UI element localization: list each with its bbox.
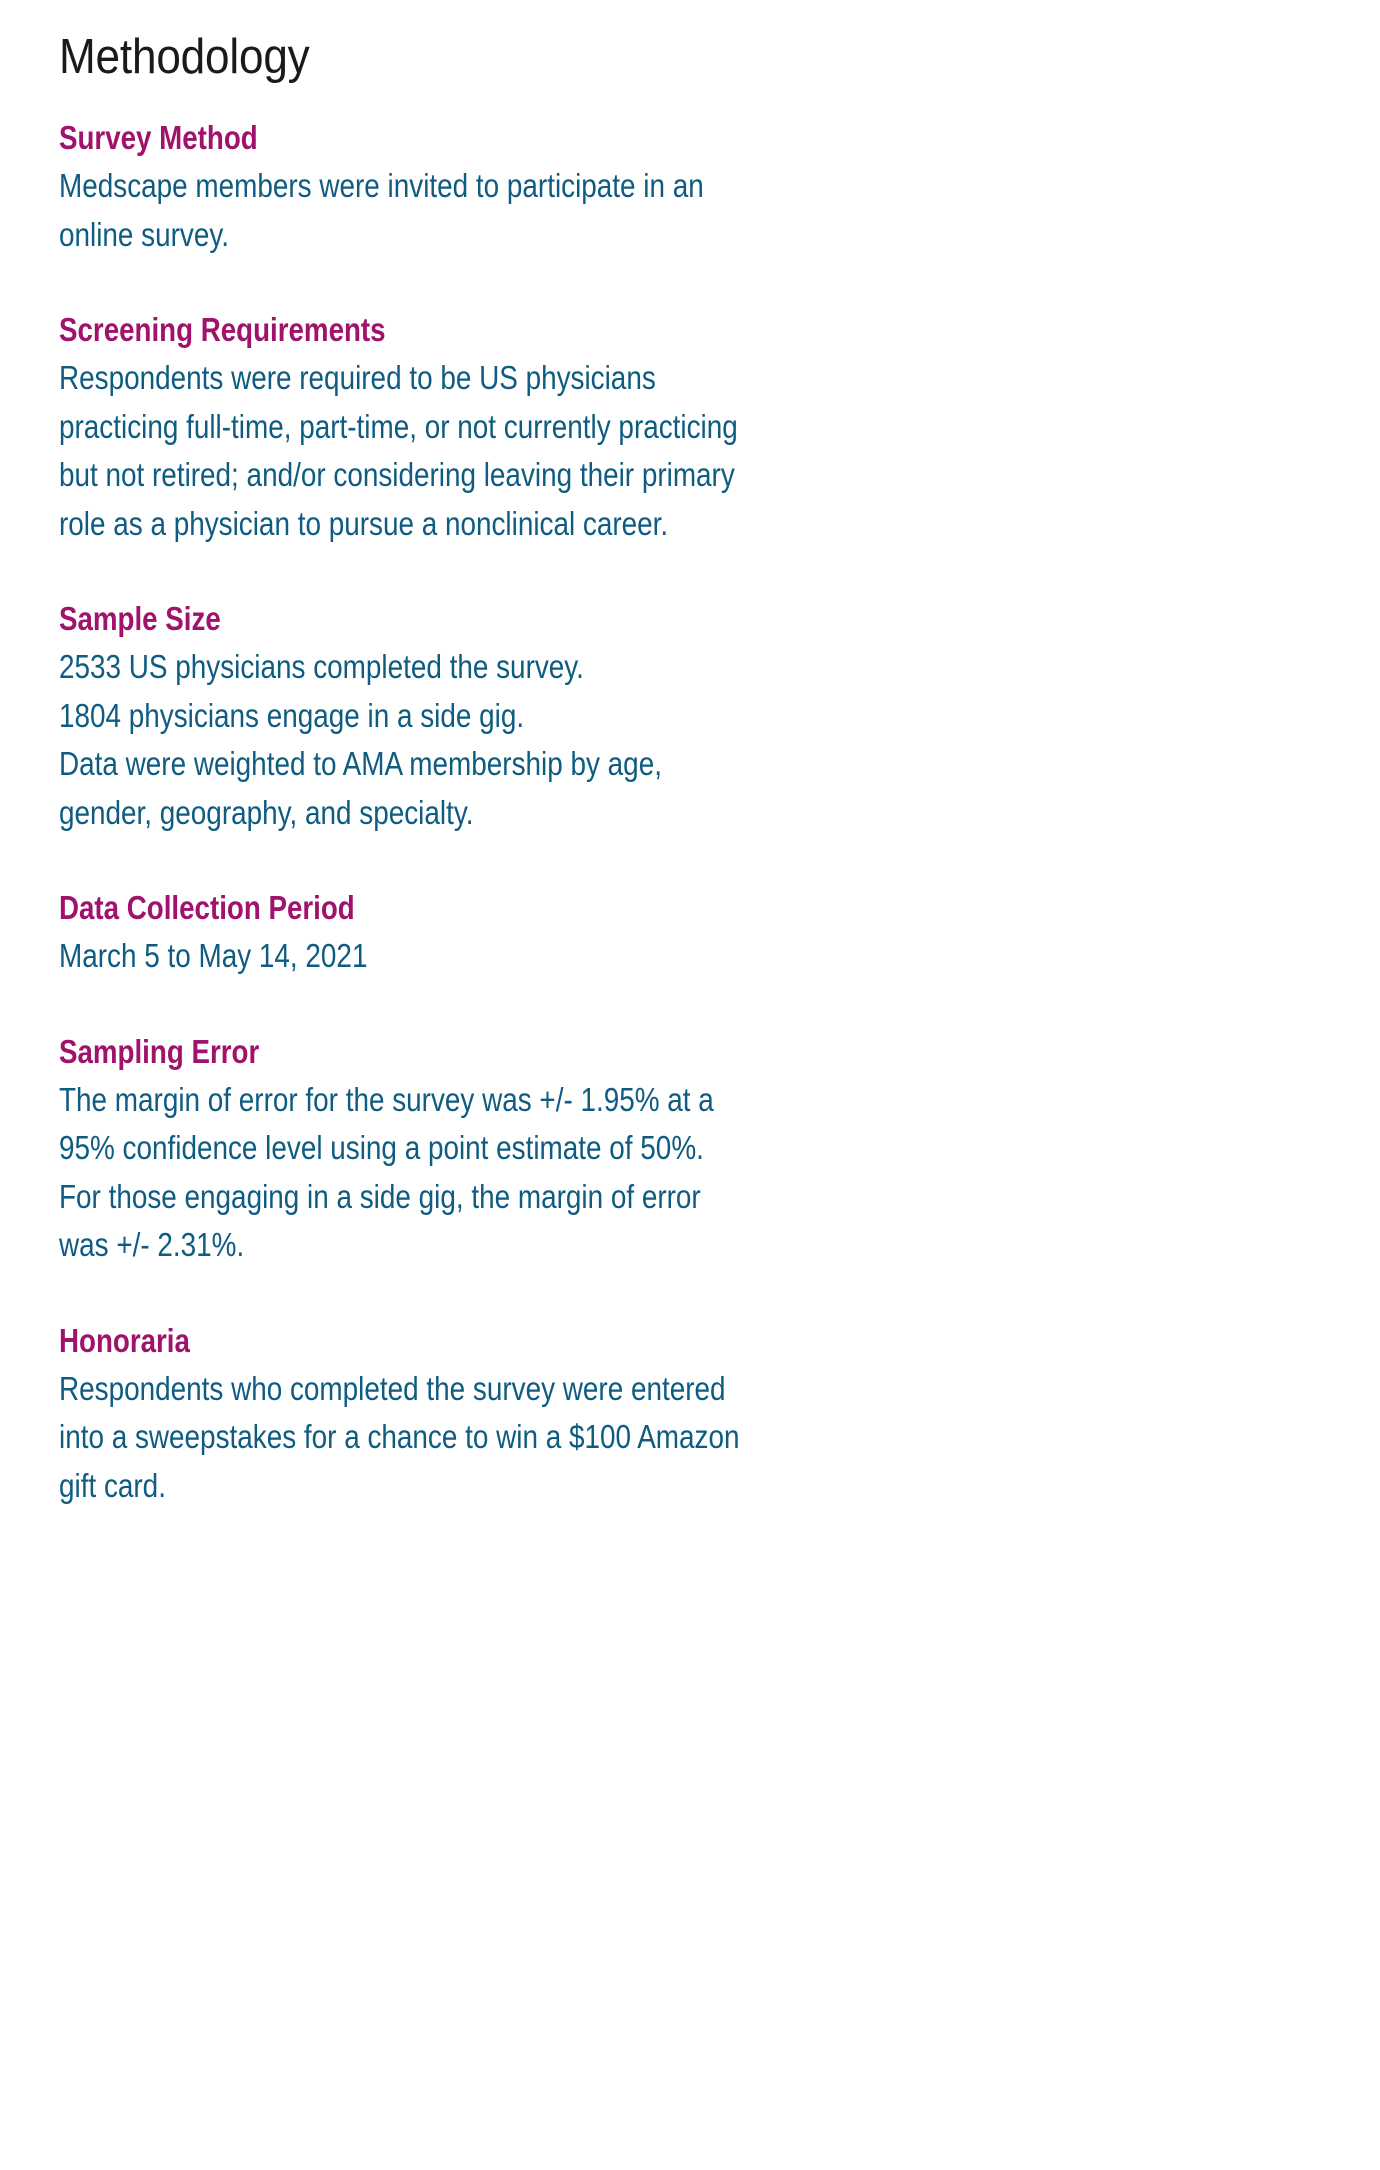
section-body-line: 1804 physicians engage in a side gig. bbox=[59, 696, 525, 734]
section-body-line: 2533 US physicians completed the survey. bbox=[59, 648, 584, 685]
section-heading: Screening Requirements bbox=[59, 311, 386, 348]
section-body-line: gift card. bbox=[59, 1466, 166, 1504]
section-heading: Sample Size bbox=[59, 600, 221, 637]
section-body-line: online survey. bbox=[59, 215, 229, 253]
section-body: The margin of error for the survey was +… bbox=[59, 1076, 997, 1270]
section-body: March 5 to May 14, 2021 bbox=[59, 932, 997, 981]
page-title: Methodology bbox=[59, 30, 310, 84]
section-body-line: Respondents were required to be US physi… bbox=[59, 359, 656, 396]
section-body-line: was +/- 2.31%. bbox=[59, 1226, 245, 1263]
methodology-section: Screening Requirements Respondents were r… bbox=[59, 306, 1059, 548]
section-heading: Honoraria bbox=[59, 1321, 190, 1359]
section-body-line: practicing full-time, part-time, or not … bbox=[59, 407, 738, 445]
methodology-section: Sampling Error The margin of error for th… bbox=[59, 1028, 1059, 1270]
section-body-line: into a sweepstakes for a chance to win a… bbox=[59, 1418, 740, 1455]
section-body: 2533 US physicians completed the survey.… bbox=[59, 643, 997, 837]
section-heading: Survey Method bbox=[59, 119, 258, 156]
methodology-section: Sample Size 2533 US physicians completed … bbox=[59, 595, 1059, 837]
section-heading: Data Collection Period bbox=[59, 889, 355, 926]
sections-list: Survey Method Medscape members were invit… bbox=[59, 114, 1059, 1510]
section-body: Medscape members were invited to partici… bbox=[59, 162, 997, 259]
section-body-line: 95% confidence level using a point estim… bbox=[59, 1129, 704, 1166]
section-body-line: gender, geography, and specialty. bbox=[59, 793, 474, 831]
section-body-line: but not retired; and/or considering leav… bbox=[59, 456, 735, 493]
section-body-line: role as a physician to pursue a nonclini… bbox=[59, 504, 669, 542]
methodology-section: Honoraria Respondents who completed the s… bbox=[59, 1317, 1059, 1511]
section-body-line: Data were weighted to AMA membership by … bbox=[59, 745, 662, 782]
section-body: Respondents who completed the survey wer… bbox=[59, 1365, 997, 1511]
section-body-line: Respondents who completed the survey wer… bbox=[59, 1369, 726, 1407]
methodology-section: Data Collection Period March 5 to May 14,… bbox=[59, 884, 1059, 981]
section-body-line: Medscape members were invited to partici… bbox=[59, 167, 704, 204]
section-body: Respondents were required to be US physi… bbox=[59, 354, 997, 548]
section-body-line: The margin of error for the survey was +… bbox=[59, 1080, 714, 1118]
section-heading: Sampling Error bbox=[59, 1032, 260, 1070]
methodology-section: Survey Method Medscape members were invit… bbox=[59, 114, 1059, 259]
content-column: Methodology Survey Method Medscape member… bbox=[59, 26, 1059, 1510]
section-body-line: For those engaging in a side gig, the ma… bbox=[59, 1177, 701, 1215]
section-body-line: March 5 to May 14, 2021 bbox=[59, 937, 368, 974]
